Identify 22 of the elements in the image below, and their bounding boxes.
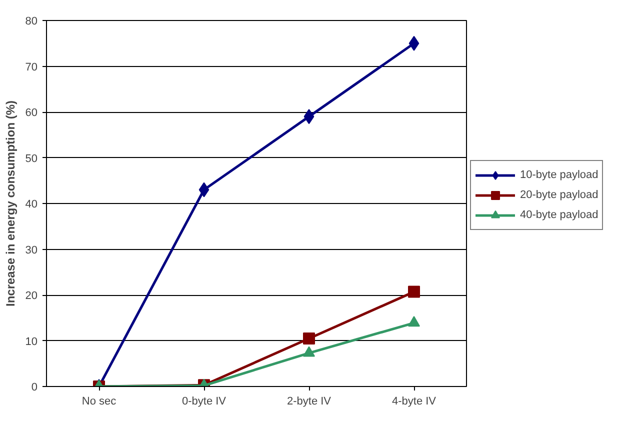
y-tick-label: 60 xyxy=(25,107,38,119)
point xyxy=(198,182,210,198)
point xyxy=(303,346,315,357)
y-tick-label: 80 xyxy=(25,16,38,28)
x-tick-label: 0-byte IV xyxy=(182,396,227,408)
x-tick-label: 4-byte IV xyxy=(392,396,437,408)
y-tick-label: 10 xyxy=(25,336,38,348)
legend-label: 10-byte payload xyxy=(520,169,598,181)
legend-label: 40-byte payload xyxy=(520,209,598,221)
x-tick-label: No sec xyxy=(82,396,117,408)
y-tick-label: 0 xyxy=(31,382,38,394)
y-tick-label: 20 xyxy=(25,290,38,302)
y-tick-label: 40 xyxy=(25,198,38,210)
point xyxy=(408,36,420,51)
y-tick-label: 50 xyxy=(25,152,38,165)
x-tick-label: 2-byte IV xyxy=(286,396,332,408)
legend-label: 20-byte payload xyxy=(520,189,598,201)
y-tick-label: 70 xyxy=(25,61,38,74)
y-axis-title: Increase in energy consumption (%) xyxy=(3,100,18,307)
y-tick-label: 30 xyxy=(25,244,38,256)
point xyxy=(304,109,314,124)
point xyxy=(408,316,420,327)
